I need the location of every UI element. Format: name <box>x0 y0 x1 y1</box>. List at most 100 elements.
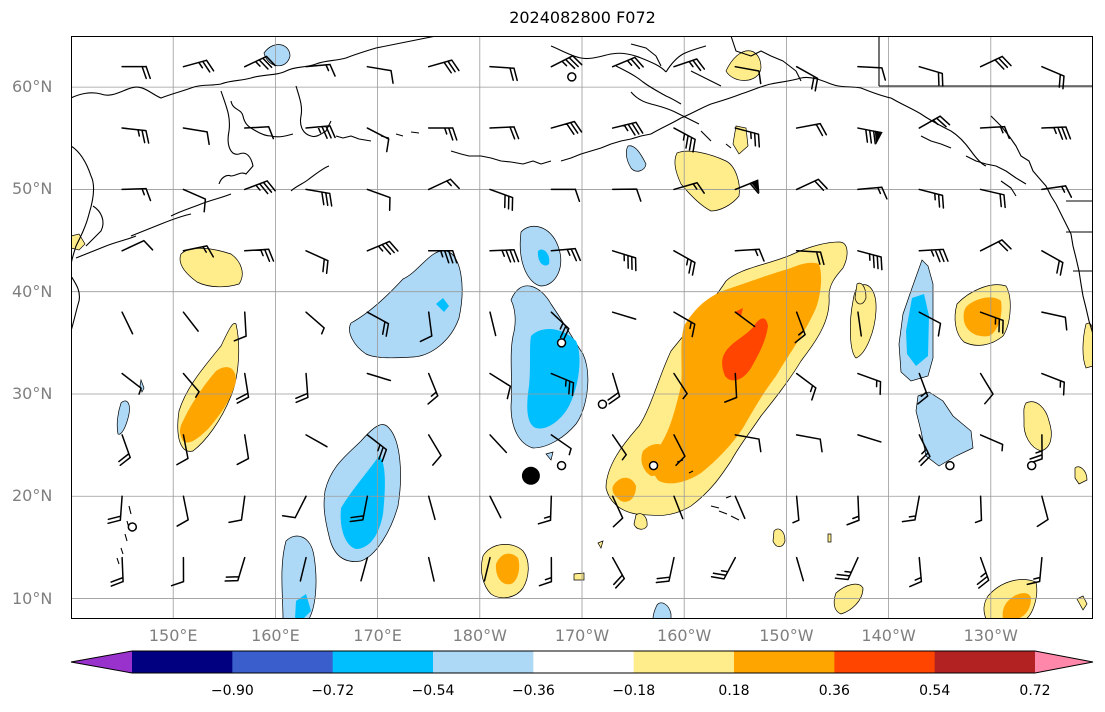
calm-circle-icon <box>945 460 955 471</box>
wind-barb-icon <box>611 495 624 528</box>
wind-barb-icon <box>918 434 931 467</box>
lon-label: 150°E <box>148 626 198 645</box>
calm-circle-icon <box>648 460 659 471</box>
colorbar-tick-label: −0.18 <box>612 683 656 699</box>
wind-barb-icon <box>305 63 336 77</box>
wind-barb-icon <box>673 127 696 153</box>
wind-barb-icon <box>734 248 765 262</box>
wind-barb-icon <box>110 556 124 587</box>
colorbar-tick-label: 0.72 <box>1019 683 1051 699</box>
wind-barb-icon <box>734 311 756 328</box>
wind-barb-icon <box>734 495 746 520</box>
wind-barb-icon <box>917 372 929 405</box>
wind-barb-icon <box>233 311 247 342</box>
calm-circle-icon <box>597 399 608 409</box>
wind-barb-icon <box>366 434 388 463</box>
wind-barb-icon <box>1041 311 1068 331</box>
calm-circle-icon <box>556 460 567 471</box>
lon-label: 160°W <box>657 626 712 645</box>
map-frame[interactable] <box>71 36 1093 619</box>
wind-barb-icon <box>857 372 882 396</box>
wind-barb-icon <box>182 188 207 213</box>
wind-barb-icon <box>611 311 637 320</box>
wind-barb-icon <box>121 311 134 335</box>
wind-barb-icon <box>121 372 142 395</box>
wind-barbs <box>107 55 1073 589</box>
coastline-icon <box>71 36 437 99</box>
colorbar-tick-label: −0.36 <box>511 683 555 699</box>
wind-barb-icon <box>550 188 581 202</box>
wind-barb-icon <box>366 127 390 153</box>
wind-barb-icon <box>795 65 819 92</box>
wind-barb-icon <box>857 311 863 337</box>
map-canvas[interactable] <box>71 36 1093 619</box>
wind-barb-icon <box>673 58 706 72</box>
calm-circle-icon <box>1026 460 1037 471</box>
wind-barb-icon <box>611 188 642 202</box>
wind-barb-icon <box>427 178 460 191</box>
wind-barb-icon <box>305 125 336 139</box>
colorbar-swatch <box>834 651 936 673</box>
colorbar-outline <box>70 650 1094 674</box>
wind-barb-icon <box>427 372 439 405</box>
wind-barb-icon <box>489 65 518 82</box>
colorbar-swatch <box>232 651 334 673</box>
wind-barb-icon <box>489 188 514 211</box>
wind-barb-icon <box>489 248 520 263</box>
wind-barb-icon <box>427 556 435 582</box>
wind-barb-icon <box>673 311 696 338</box>
wind-barb-icon <box>1041 250 1064 276</box>
wind-barb-icon <box>243 126 275 140</box>
wind-barb-icon <box>1036 495 1049 528</box>
colorbar-tick-label: −0.72 <box>311 683 355 699</box>
wind-barb-icon <box>795 178 828 191</box>
wind-barb-icon <box>427 59 460 74</box>
wind-barb-icon <box>795 372 817 401</box>
colorbar-min-extend <box>71 651 132 673</box>
wind-barb-icon <box>176 495 189 527</box>
wind-barb-icon <box>182 311 199 332</box>
lat-label: 10°N <box>12 588 53 608</box>
wind-barb-icon <box>710 556 737 580</box>
cyclone-dot-icon <box>521 466 540 485</box>
wind-barb-icon <box>170 556 185 587</box>
markers <box>127 72 1037 532</box>
map-border <box>71 36 1093 619</box>
wind-barb-icon <box>795 122 828 137</box>
colorbar-swatch <box>934 651 1036 673</box>
wind-barb-icon <box>607 372 621 405</box>
wind-barb-icon <box>795 434 823 453</box>
wind-barb-icon <box>550 434 572 456</box>
colorbar <box>70 650 1094 674</box>
wind-barb-icon <box>236 434 250 466</box>
wind-barb-icon <box>305 434 328 448</box>
deep-blue-areas <box>295 249 929 619</box>
wind-barb-icon <box>118 434 131 467</box>
colorbar-swatch <box>633 651 735 673</box>
wind-barb-icon <box>366 188 391 211</box>
wind-barb-icon <box>673 434 686 467</box>
lon-label: 140°W <box>861 626 916 645</box>
colorbar-swatch <box>132 651 233 673</box>
wind-barb-icon <box>857 434 882 443</box>
colorbar-swatch <box>734 651 835 673</box>
wind-barb-icon <box>243 180 276 195</box>
wind-barb-icon <box>366 240 399 255</box>
wind-barb-icon <box>121 127 150 144</box>
coastlines <box>71 36 1093 565</box>
wind-barb-icon <box>489 434 508 454</box>
wind-barb-icon <box>834 556 859 581</box>
wind-barb-icon <box>295 372 309 404</box>
wind-barb-icon <box>489 372 512 400</box>
wind-barb-icon <box>182 372 200 398</box>
lon-label: 170°E <box>353 626 402 645</box>
wind-barb-icon <box>1041 126 1072 140</box>
colorbar-max-extend <box>1035 651 1093 673</box>
wind-barb-icon <box>182 127 210 146</box>
wind-barb-icon <box>305 250 329 275</box>
calm-circle-icon <box>127 522 138 532</box>
lon-label: 170°W <box>554 626 610 645</box>
wind-barb-icon <box>734 65 762 85</box>
lon-label: 160°E <box>251 626 300 645</box>
lon-label: 180°W <box>452 626 507 645</box>
